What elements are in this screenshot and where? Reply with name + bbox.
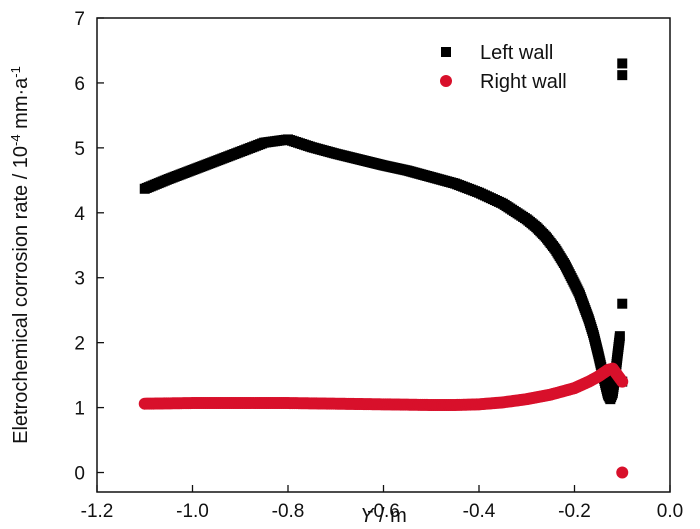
y-axis-title-exponent-2: -1 — [8, 66, 23, 78]
right-wall-marker — [616, 466, 629, 479]
y-tick-label: 5 — [74, 139, 85, 160]
x-tick-label: -0.4 — [463, 501, 496, 522]
right-wall-marker — [616, 375, 629, 388]
x-axis-title-unit: / m — [374, 505, 407, 527]
y-tick-label: 6 — [74, 74, 85, 95]
y-axis-title-unit: mm·a — [10, 77, 32, 135]
x-axis-title: Y / m — [360, 505, 407, 527]
left-wall-marker — [617, 298, 628, 309]
axis-ticks: -1.2 -1.0 -0.8 -0.6 -0.4 -0.2 0.0 0 1 2 3 4 5 6 7 — [74, 9, 683, 522]
y-tick-label: 7 — [74, 9, 85, 30]
legend-marker-right-wall — [440, 75, 452, 87]
left-wall-marker — [614, 331, 625, 342]
left-wall-marker — [617, 58, 628, 69]
y-axis-title-main: Eletrochemical corrosion rate / 10 — [10, 146, 32, 444]
y-tick-label: 0 — [74, 464, 85, 485]
y-axis-title: Eletrochemical corrosion rate / 10-4 mm·… — [8, 66, 33, 444]
y-tick-label: 2 — [74, 334, 85, 355]
legend-marker-left-wall — [441, 47, 451, 57]
x-tick-label: -1.0 — [176, 501, 209, 522]
x-axis-title-variable: Y — [360, 505, 375, 527]
legend-label-left-wall: Left wall — [480, 42, 553, 64]
y-tick-label: 4 — [74, 204, 85, 225]
y-tick-label: 3 — [74, 269, 85, 290]
x-tick-label: -0.2 — [558, 501, 591, 522]
legend: Left wall Right wall — [440, 42, 567, 93]
y-axis-title-exponent-1: -4 — [8, 134, 23, 146]
left-wall-marker — [617, 70, 628, 81]
x-tick-label: -0.6 — [367, 501, 400, 522]
data-points — [138, 58, 629, 479]
x-tick-label: -0.8 — [272, 501, 305, 522]
x-tick-label: 0.0 — [657, 501, 683, 522]
legend-label-right-wall: Right wall — [480, 71, 567, 93]
y-tick-label: 1 — [74, 399, 85, 420]
plot-frame — [96, 17, 671, 493]
x-tick-label: -1.2 — [81, 501, 114, 522]
